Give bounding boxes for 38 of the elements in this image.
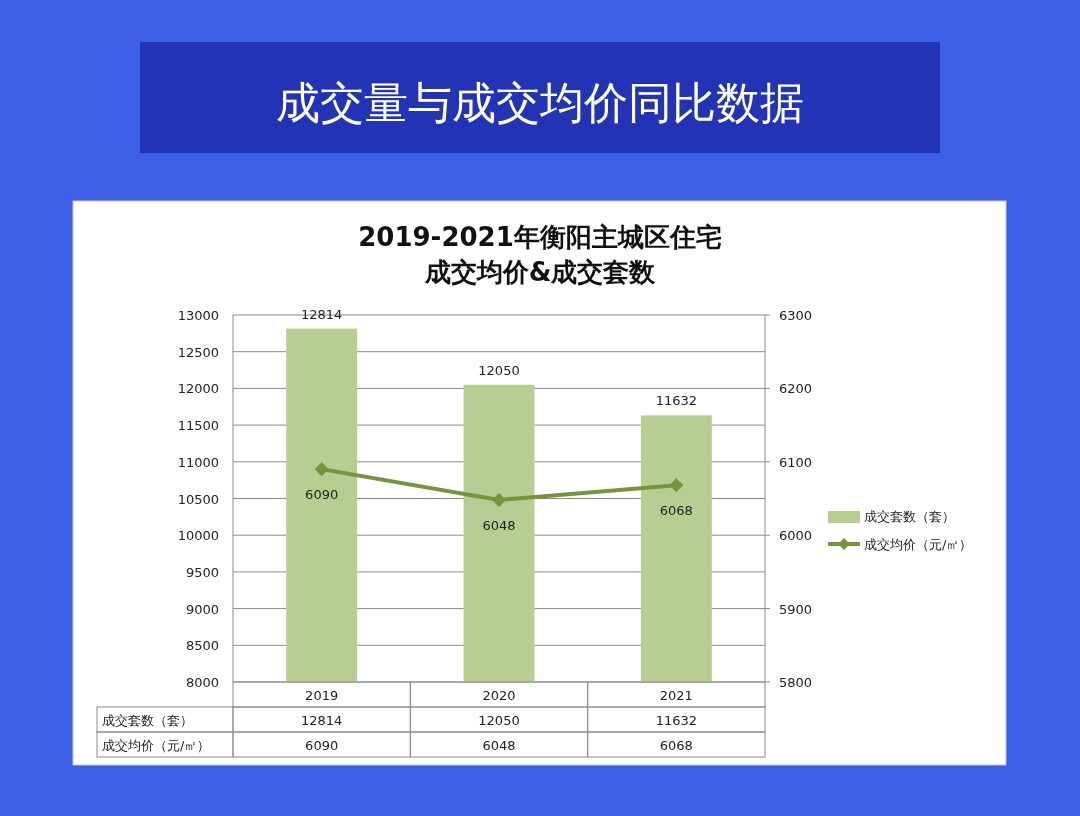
y2-tick-label: 6300 — [779, 308, 813, 323]
data-label: 12814 — [300, 306, 343, 322]
y-tick-label: 9500 — [185, 564, 219, 580]
y-tick-label: 8000 — [185, 675, 219, 690]
legend-label: 成交均价（元/㎡） — [864, 537, 973, 552]
y-tick-label: 12500 — [177, 344, 219, 360]
text: 12814 — [300, 713, 343, 728]
y-tick-label: 10500 — [177, 491, 219, 507]
y2-tick-label: 6100 — [779, 454, 813, 470]
text: 成交均价（元/㎡） — [102, 738, 211, 753]
chart-subtitle: 2019-2021年衡阳主城区住宅成交均价&成交套数 — [358, 222, 722, 287]
text: 6048 — [482, 738, 516, 753]
y-tick-label: 12000 — [177, 381, 219, 397]
chart-title: 成交量与成交均价同比数据 — [276, 77, 804, 128]
y-tick-label: 10000 — [177, 528, 219, 544]
text: 6090 — [305, 738, 339, 753]
data-label: 6048 — [482, 517, 516, 533]
data-label: 11632 — [655, 393, 698, 409]
y2-tick-label: 5800 — [779, 675, 813, 690]
text: 6068 — [659, 738, 693, 753]
y2-tick-label: 5900 — [779, 601, 813, 617]
legend-label: 成交套数（套） — [864, 509, 955, 524]
text: 12050 — [478, 713, 520, 728]
y-tick-label: 11000 — [177, 454, 219, 470]
x-tick-label: 2021 — [659, 688, 693, 703]
y-tick-label: 8500 — [185, 638, 219, 654]
y-tick-label: 13000 — [177, 308, 219, 323]
y-tick-label: 11500 — [177, 418, 219, 434]
text: 11632 — [655, 713, 698, 728]
data-label: 6090 — [305, 487, 339, 503]
x-tick-label: 2020 — [482, 688, 516, 703]
data-label: 12050 — [478, 362, 520, 378]
data-label: 6068 — [659, 503, 693, 519]
y-tick-label: 9000 — [185, 601, 219, 617]
text: 成交套数（套） — [102, 713, 193, 728]
y2-tick-label: 6000 — [779, 528, 813, 544]
x-tick-label: 2019 — [305, 688, 339, 703]
y2-tick-label: 6200 — [779, 381, 813, 397]
